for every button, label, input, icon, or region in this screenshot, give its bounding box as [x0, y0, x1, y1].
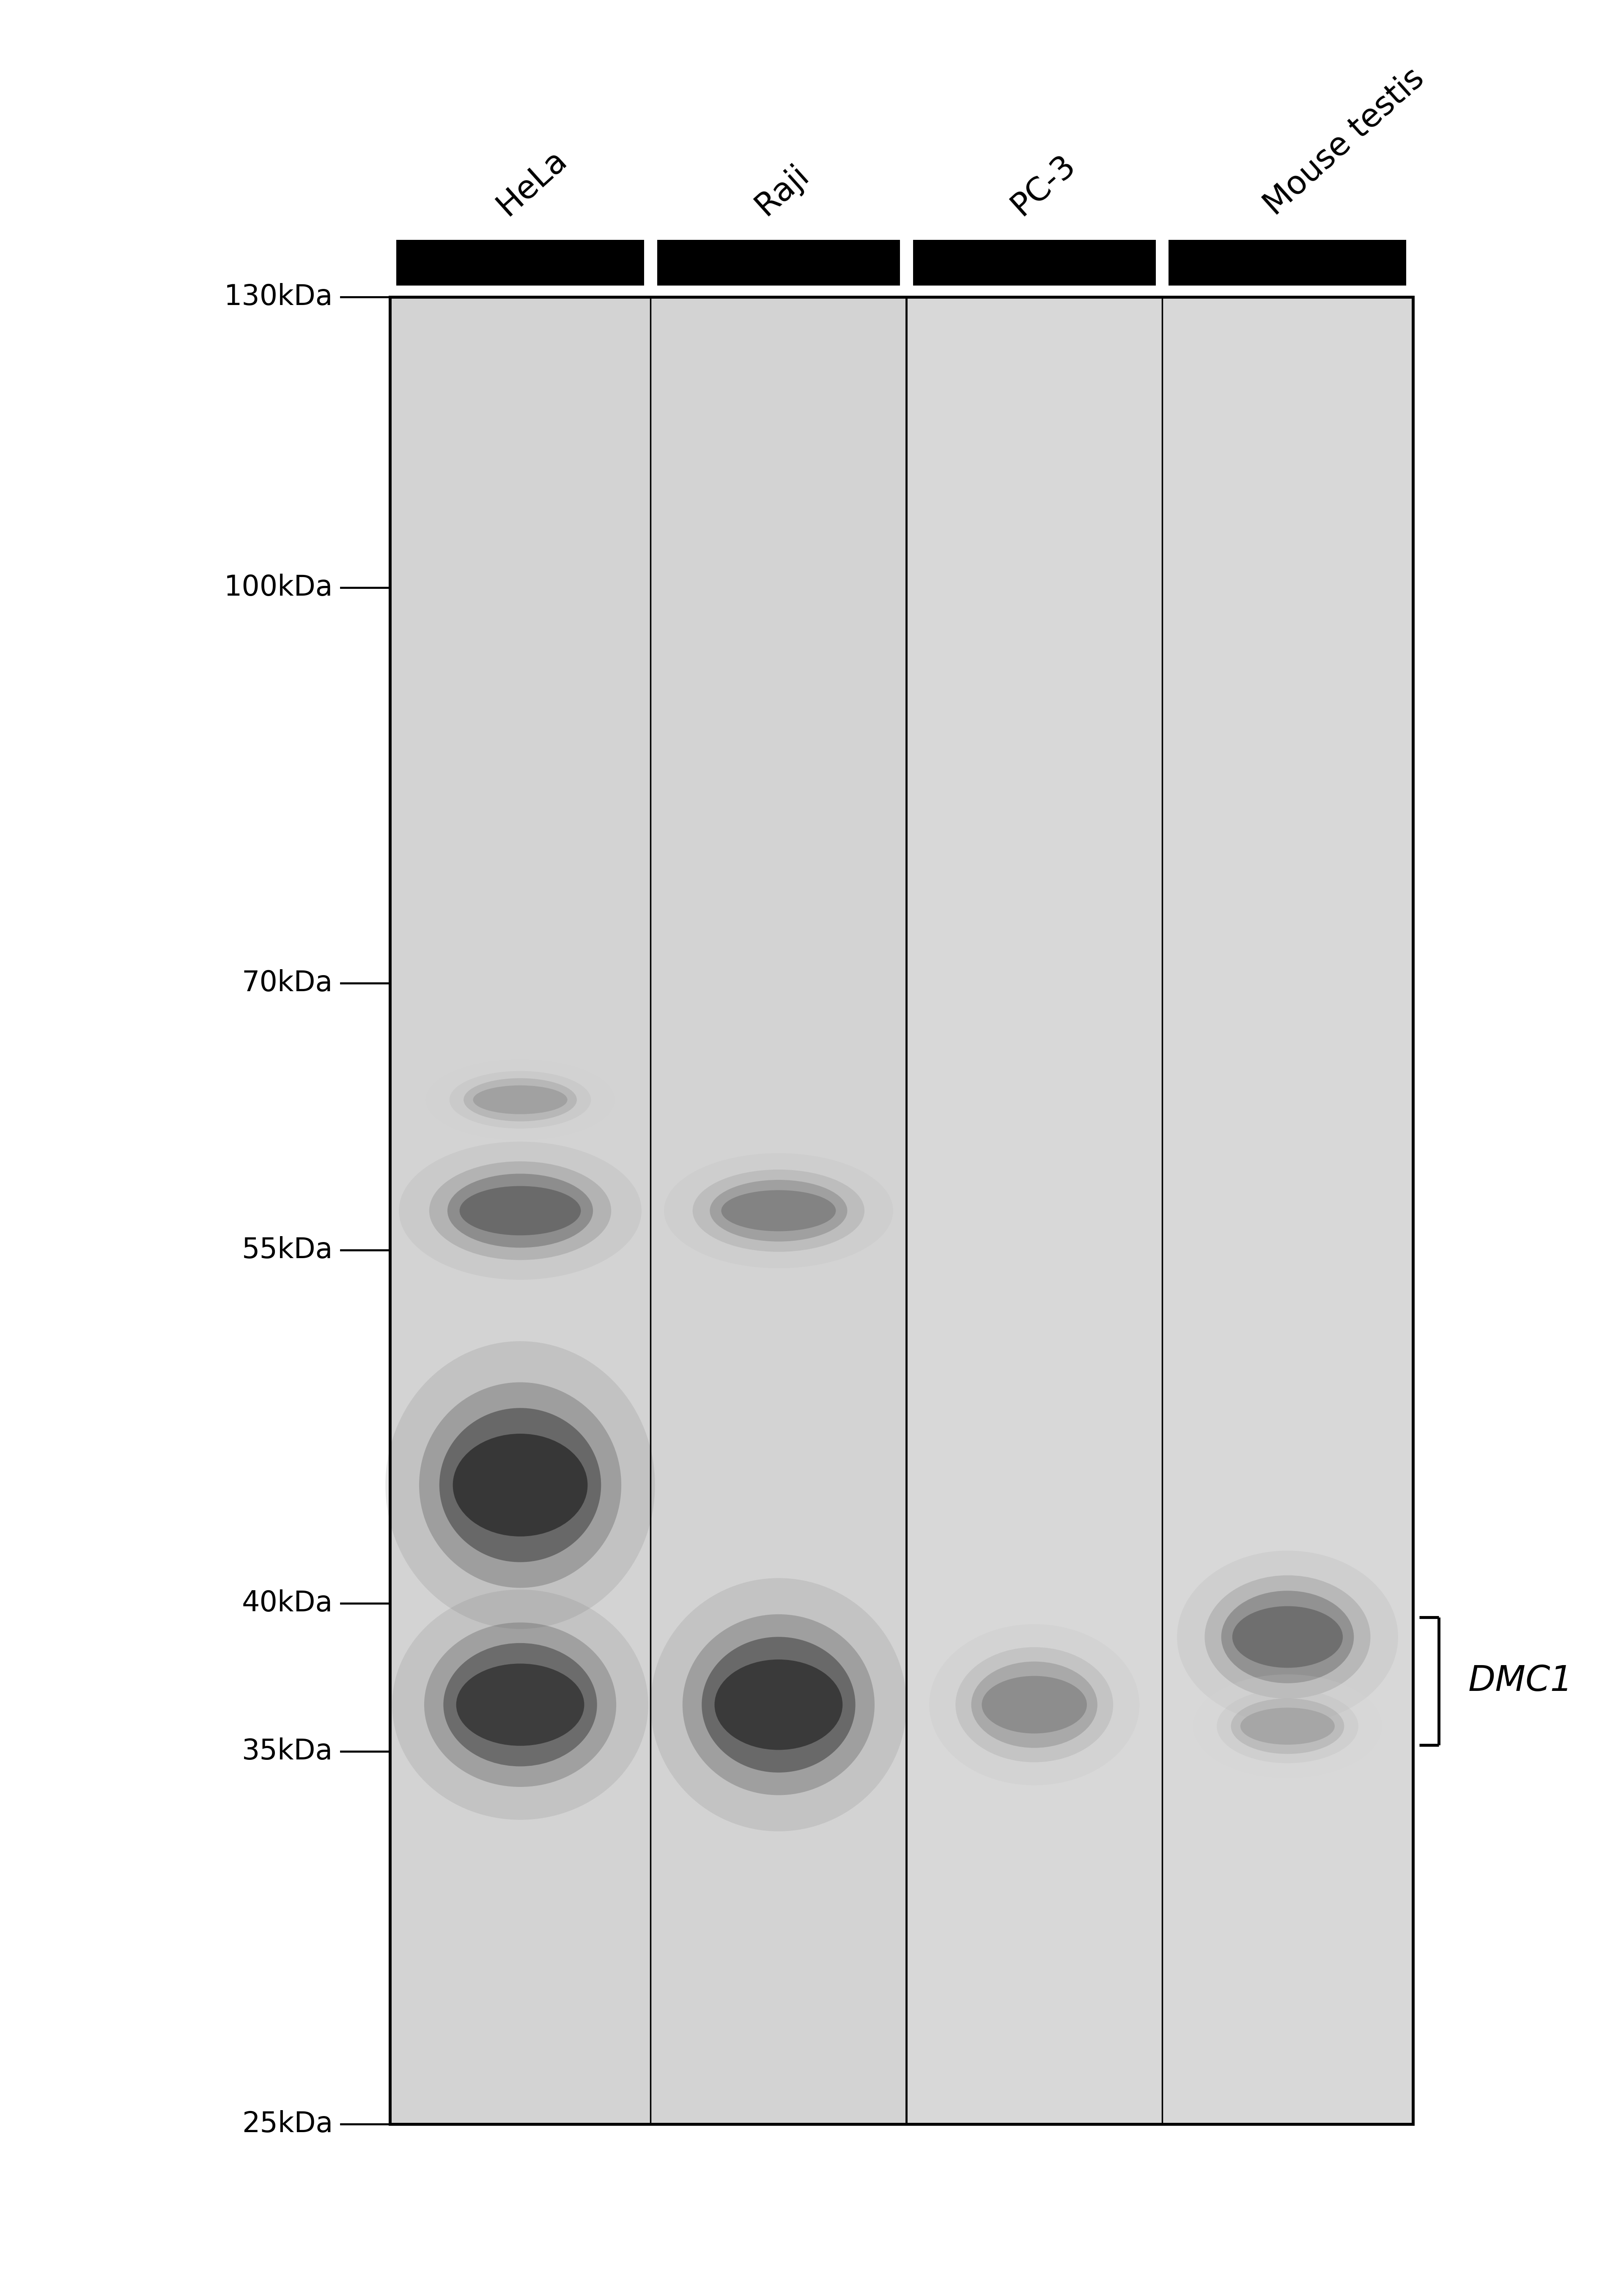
- Ellipse shape: [715, 1660, 843, 1750]
- Ellipse shape: [440, 1407, 601, 1562]
- Ellipse shape: [463, 1078, 577, 1121]
- Ellipse shape: [692, 1169, 864, 1252]
- Bar: [396, 240, 645, 286]
- Text: 70kDa: 70kDa: [242, 968, 333, 996]
- Ellipse shape: [400, 1142, 641, 1279]
- Ellipse shape: [456, 1663, 585, 1745]
- Ellipse shape: [419, 1382, 622, 1587]
- Ellipse shape: [443, 1642, 598, 1766]
- Ellipse shape: [1194, 1674, 1382, 1777]
- Ellipse shape: [391, 1590, 648, 1820]
- Text: Mouse testis: Mouse testis: [1259, 62, 1431, 222]
- Ellipse shape: [453, 1434, 588, 1537]
- Bar: [906, 297, 1413, 2124]
- Ellipse shape: [651, 1578, 906, 1832]
- Text: 25kDa: 25kDa: [242, 2110, 333, 2138]
- Ellipse shape: [702, 1638, 856, 1772]
- Ellipse shape: [929, 1624, 1140, 1786]
- Ellipse shape: [1177, 1551, 1398, 1724]
- Text: 130kDa: 130kDa: [224, 283, 333, 311]
- Text: PC-3: PC-3: [1005, 148, 1082, 222]
- Ellipse shape: [721, 1190, 836, 1231]
- Text: 35kDa: 35kDa: [242, 1738, 333, 1766]
- Ellipse shape: [983, 1676, 1086, 1734]
- Ellipse shape: [425, 1060, 614, 1140]
- Ellipse shape: [955, 1647, 1112, 1763]
- Ellipse shape: [682, 1615, 875, 1795]
- Ellipse shape: [424, 1622, 615, 1786]
- Ellipse shape: [710, 1181, 848, 1242]
- Ellipse shape: [1231, 1699, 1345, 1754]
- Ellipse shape: [450, 1071, 591, 1128]
- Bar: [390, 297, 1413, 2124]
- Bar: [658, 240, 900, 286]
- Text: DMC1: DMC1: [1468, 1663, 1572, 1699]
- Text: Raji: Raji: [750, 158, 815, 222]
- Bar: [390, 297, 906, 2124]
- Ellipse shape: [429, 1160, 611, 1261]
- Text: 40kDa: 40kDa: [242, 1590, 333, 1617]
- Bar: [1169, 240, 1406, 286]
- Ellipse shape: [448, 1174, 593, 1247]
- Ellipse shape: [1216, 1690, 1358, 1763]
- Ellipse shape: [971, 1660, 1098, 1747]
- Text: 55kDa: 55kDa: [242, 1236, 333, 1265]
- Ellipse shape: [1233, 1606, 1343, 1667]
- Ellipse shape: [664, 1153, 893, 1268]
- Ellipse shape: [1241, 1708, 1335, 1745]
- Ellipse shape: [1205, 1576, 1371, 1699]
- Text: HeLa: HeLa: [490, 144, 573, 222]
- Bar: [913, 240, 1156, 286]
- Ellipse shape: [1221, 1590, 1354, 1683]
- Ellipse shape: [473, 1085, 567, 1115]
- Text: 100kDa: 100kDa: [224, 573, 333, 601]
- Ellipse shape: [460, 1185, 581, 1236]
- Ellipse shape: [385, 1341, 654, 1628]
